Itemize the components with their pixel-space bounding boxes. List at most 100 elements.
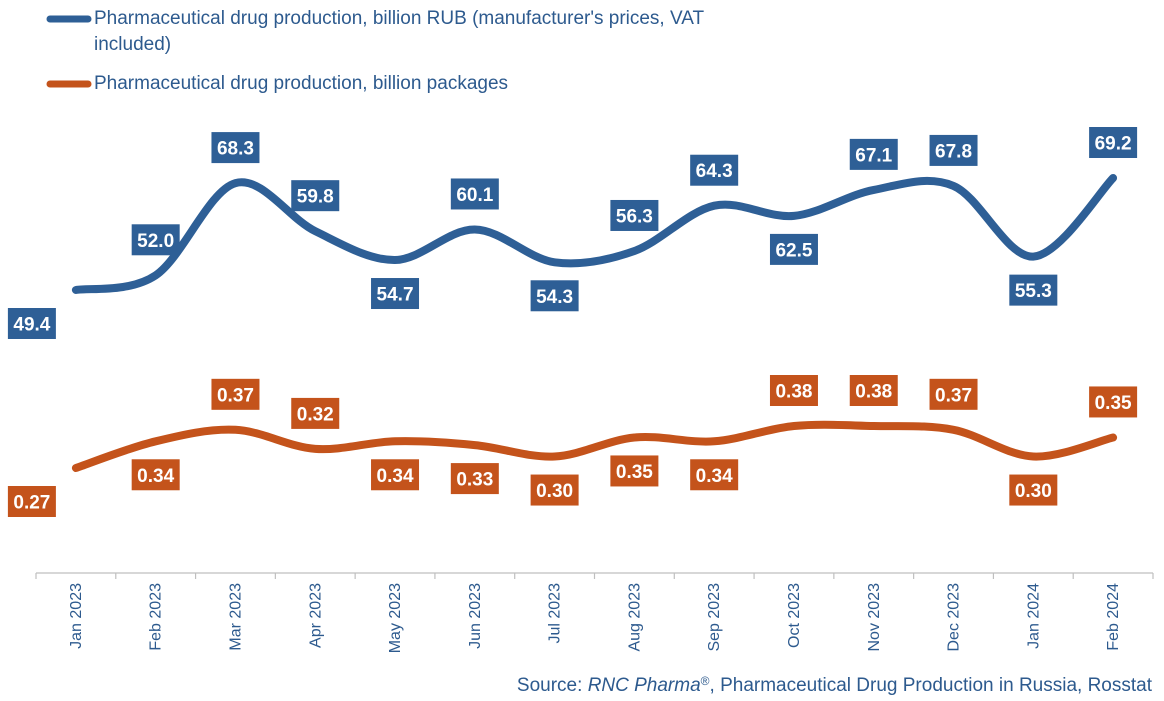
- data-label-box: [690, 459, 739, 491]
- data-label-box: [849, 375, 898, 406]
- x-tick-label: Feb 2024: [1105, 583, 1122, 651]
- legend-label-1: Pharmaceutical drug production, billion …: [94, 8, 705, 29]
- legend-label-1: included): [94, 34, 171, 55]
- data-label-box: [1089, 127, 1138, 158]
- data-label: 69.2: [1089, 127, 1138, 158]
- data-label: 59.8: [291, 180, 340, 212]
- x-tick-label: Mar 2023: [227, 583, 244, 651]
- data-label-text: 54.7: [377, 285, 414, 306]
- data-label-text: 0.34: [696, 466, 733, 487]
- data-label-box: [211, 378, 260, 410]
- data-label-text: 56.3: [616, 206, 653, 227]
- data-label-box: [1009, 274, 1058, 306]
- source-note: Source: RNC Pharma®, Pharmaceutical Drug…: [517, 674, 1153, 696]
- data-label-text: 67.1: [855, 145, 892, 166]
- data-label-text: 67.8: [935, 141, 972, 162]
- data-label-text: 0.33: [456, 470, 493, 491]
- x-tick-label: Oct 2023: [786, 583, 803, 648]
- data-label: 54.3: [530, 280, 579, 312]
- x-tick-label: Apr 2023: [307, 583, 324, 648]
- data-label-box: [450, 178, 499, 210]
- data-label-text: 0.30: [1015, 481, 1052, 502]
- data-label-text: 68.3: [217, 139, 254, 160]
- data-label-box: [211, 132, 260, 164]
- data-label-text: 60.1: [456, 185, 493, 206]
- series-line-2: [71, 420, 1118, 472]
- data-label-text: 62.5: [775, 240, 812, 261]
- data-label-box: [1089, 386, 1138, 418]
- data-label: 0.37: [211, 378, 260, 410]
- x-tick-label: Jul 2023: [547, 583, 564, 644]
- data-label: 0.35: [610, 455, 659, 487]
- data-label-text: 0.27: [13, 493, 50, 514]
- data-label-box: [610, 455, 659, 487]
- data-label: 68.3: [211, 132, 260, 164]
- data-label: 52.0: [131, 224, 180, 256]
- x-tick-label: Feb 2023: [148, 583, 165, 651]
- x-tick-label: Sep 2023: [706, 583, 723, 652]
- data-label: 0.33: [450, 463, 499, 495]
- data-label-text: 54.3: [536, 287, 573, 308]
- data-label: 0.32: [291, 397, 340, 429]
- data-label: 49.4: [7, 308, 56, 339]
- x-tick-label: Jan 2024: [1025, 583, 1042, 649]
- data-label: 67.1: [849, 138, 898, 170]
- source-prefix: Source:: [517, 675, 588, 696]
- data-label: 56.3: [610, 199, 659, 231]
- data-label-text: 0.37: [217, 385, 254, 406]
- data-label: 0.27: [7, 486, 56, 517]
- data-label: 62.5: [769, 233, 818, 265]
- data-label-text: 69.2: [1095, 134, 1132, 155]
- data-label-text: 0.30: [536, 481, 573, 502]
- source-suffix: , Pharmaceutical Drug Production in Russ…: [710, 675, 1153, 696]
- data-label-text: 0.35: [1095, 393, 1132, 414]
- data-label-box: [769, 233, 818, 265]
- data-label-box: [371, 459, 420, 491]
- data-label-text: 59.8: [297, 187, 334, 208]
- data-label-box: [769, 375, 818, 406]
- data-labels: 49.4 52.0 68.3 59.8 54.7 60.1 54.3 56.3 64.3 62.5…: [7, 127, 1138, 517]
- data-label: 64.3: [690, 154, 739, 186]
- data-label-box: [7, 308, 56, 339]
- data-label: 55.3: [1009, 274, 1058, 306]
- data-label-box: [131, 224, 180, 256]
- x-tick-label: Aug 2023: [626, 583, 643, 652]
- data-label-box: [131, 459, 180, 491]
- data-label: 67.8: [929, 134, 978, 166]
- data-label: 0.35: [1089, 386, 1138, 418]
- data-label: 0.38: [769, 375, 818, 406]
- source-mark: ®: [701, 674, 710, 688]
- data-label-box: [291, 397, 340, 429]
- data-label-box: [690, 154, 739, 186]
- data-label: 0.30: [530, 474, 579, 506]
- series-layer: [71, 174, 1118, 472]
- data-label-text: 0.37: [935, 385, 972, 406]
- data-label-text: 55.3: [1015, 281, 1052, 302]
- legend-label-2: Pharmaceutical drug production, billion …: [94, 73, 508, 94]
- data-label-box: [371, 278, 420, 310]
- x-tick-label: May 2023: [387, 583, 404, 653]
- chart-legend: Pharmaceutical drug production, billion …: [46, 8, 705, 94]
- data-label-text: 49.4: [13, 315, 50, 336]
- data-label-text: 0.32: [297, 404, 334, 425]
- x-tick-label: Jun 2023: [467, 583, 484, 649]
- data-label-text: 0.34: [377, 466, 414, 487]
- series-line-1: [71, 174, 1118, 294]
- data-label: 0.34: [371, 459, 420, 491]
- data-label-box: [7, 486, 56, 517]
- data-label-box: [929, 378, 978, 410]
- source-brand: RNC Pharma: [588, 675, 701, 696]
- data-label-box: [849, 138, 898, 170]
- data-label-box: [450, 463, 499, 495]
- data-label-text: 0.38: [855, 382, 892, 403]
- data-label: 60.1: [450, 178, 499, 210]
- data-label-text: 0.35: [616, 462, 653, 483]
- data-label: 0.34: [131, 459, 180, 491]
- x-tick-label: Nov 2023: [866, 583, 883, 652]
- x-axis: Jan 2023 Feb 2023 Mar 2023 Apr 2023 May 2023…: [35, 572, 1154, 653]
- data-label: 0.34: [690, 459, 739, 491]
- data-label-text: 0.34: [137, 466, 174, 487]
- data-label-box: [530, 280, 579, 312]
- data-label: 54.7: [371, 278, 420, 310]
